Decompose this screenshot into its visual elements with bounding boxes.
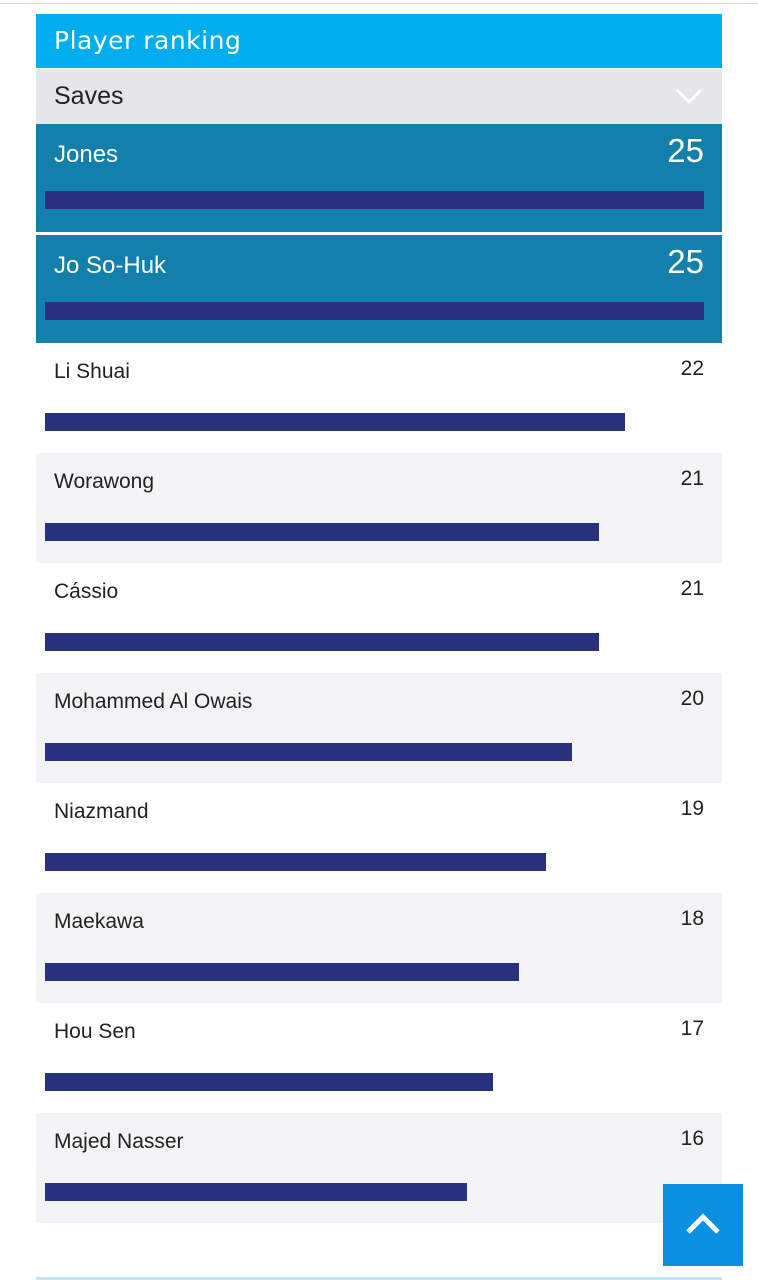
player-ranking-widget: Player ranking Saves Jones 25 Jo So-Huk …: [36, 14, 722, 1223]
ranking-row: Jo So-Huk 25: [36, 235, 722, 343]
ranking-row: Jones 25: [36, 124, 722, 232]
player-name: Cássio: [54, 580, 119, 603]
stat-selector-dropdown[interactable]: Saves: [36, 69, 722, 124]
ranking-row: Majed Nasser 16: [36, 1113, 722, 1223]
player-value: 16: [680, 1127, 704, 1150]
ranking-list: Jones 25 Jo So-Huk 25 Li Shuai 22 Worawo…: [36, 124, 722, 1223]
player-name: Hou Sen: [54, 1020, 136, 1043]
player-name: Li Shuai: [54, 360, 130, 383]
ranking-row: Mohammed Al Owais 20: [36, 673, 722, 783]
ranking-bar: [45, 633, 599, 651]
player-name: Majed Nasser: [54, 1130, 184, 1153]
ranking-bar: [45, 963, 520, 981]
player-value: 17: [680, 1017, 704, 1040]
bottom-divider: [36, 1277, 722, 1280]
player-name: Worawong: [54, 470, 154, 493]
scroll-to-top-button[interactable]: [663, 1184, 743, 1266]
ranking-row: Niazmand 19: [36, 783, 722, 893]
ranking-bar: [45, 743, 573, 761]
player-name: Mohammed Al Owais: [54, 690, 253, 713]
player-value: 22: [680, 357, 704, 380]
ranking-row: Li Shuai 22: [36, 343, 722, 453]
ranking-bar: [45, 302, 704, 320]
chevron-down-icon: [675, 88, 703, 105]
ranking-bar: [45, 413, 625, 431]
ranking-row: Worawong 21: [36, 453, 722, 563]
ranking-row: Hou Sen 17: [36, 1003, 722, 1113]
player-value: 25: [667, 243, 704, 280]
widget-title: Player ranking: [36, 14, 722, 68]
player-name: Jones: [54, 141, 119, 168]
player-value: 21: [680, 577, 704, 600]
chevron-up-icon: [686, 1213, 720, 1234]
ranking-row: Cássio 21: [36, 563, 722, 673]
player-value: 25: [667, 132, 704, 169]
player-value: 20: [680, 687, 704, 710]
ranking-bar: [45, 191, 704, 209]
ranking-row: Maekawa 18: [36, 893, 722, 1003]
top-divider: [0, 3, 758, 4]
ranking-bar: [45, 853, 546, 871]
ranking-bar: [45, 523, 599, 541]
player-value: 19: [680, 797, 704, 820]
player-name: Niazmand: [54, 800, 149, 823]
stat-selector-value: Saves: [54, 82, 124, 110]
player-value: 21: [680, 467, 704, 490]
player-name: Maekawa: [54, 910, 144, 933]
ranking-bar: [45, 1183, 467, 1201]
player-value: 18: [680, 907, 704, 930]
ranking-bar: [45, 1073, 494, 1091]
player-name: Jo So-Huk: [54, 252, 167, 279]
